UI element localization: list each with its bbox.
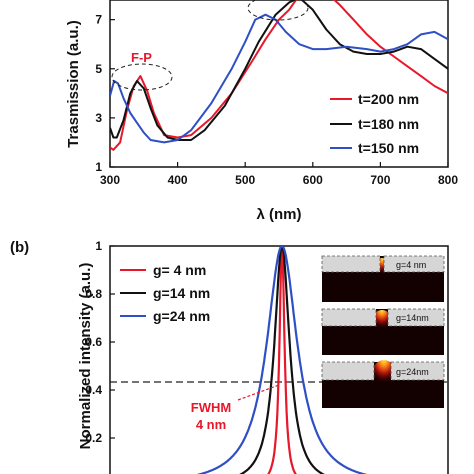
fp-region-ellipse — [111, 63, 173, 91]
panel-b-ytick-label: 0.4 — [85, 383, 102, 397]
panel-b-ytick-label: 0.6 — [85, 335, 102, 349]
panel-b-label: (b) — [10, 239, 29, 256]
panel-b-legend: g= 4 nm g=14 nm g=24 nm — [120, 262, 210, 324]
panel-a-ytick-label: 1 — [95, 160, 102, 174]
legend-label-g14: g=14 nm — [153, 285, 210, 301]
panel-a-ticks: 300 400 500 600 700 800 1 3 5 7 — [95, 13, 458, 187]
legend-label-t150: t=150 nm — [358, 140, 419, 156]
inset-label-g24: g=24nm — [396, 367, 429, 377]
peak-region-ellipse — [247, 0, 309, 21]
fwhm-label: FWHM — [191, 400, 231, 415]
panel-a-xtick-label: 700 — [370, 173, 390, 187]
panel-a-ytick-label: 3 — [95, 111, 102, 125]
panel-a-xtick-label: 400 — [168, 173, 188, 187]
panel-a-plot-frame — [109, 0, 449, 168]
series-t200-line — [110, 0, 448, 151]
panel-b-ytick-label: 1 — [95, 239, 102, 253]
panel-a-series — [110, 0, 448, 151]
panel-a: 300 400 500 600 700 800 1 3 5 7 F-P t=200 nm t=18… — [65, 0, 458, 223]
panel-a-xtick-label: 500 — [235, 173, 255, 187]
fwhm-value: 4 nm — [196, 417, 226, 432]
legend-label-t180: t=180 nm — [358, 116, 419, 132]
legend-label-t200: t=200 nm — [358, 91, 419, 107]
panel-b-plot-frame — [109, 245, 449, 474]
inset-g14: g=14nm — [321, 308, 445, 355]
panel-a-xlabel: λ (nm) — [257, 206, 302, 223]
panel-a-xtick-label: 300 — [100, 173, 120, 187]
panel-a-ytick-label: 7 — [95, 13, 102, 27]
inset-g4: g=4 nm — [321, 255, 445, 302]
inset-label-g4: g=4 nm — [396, 260, 426, 270]
inset-g24: g=24nm — [321, 360, 445, 408]
panel-b-ylabel: Normalized intensity (a.u.) — [77, 263, 94, 450]
panel-a-xtick-label: 800 — [438, 173, 458, 187]
panel-b: (b) 0.2 0.4 0.6 0.8 1 FWHM 4 nm g= 4 nm g=14… — [10, 239, 449, 474]
panel-b-ytick-label: 0.2 — [85, 431, 102, 445]
panel-a-ytick-label: 5 — [95, 62, 102, 76]
fp-label: F-P — [131, 50, 152, 65]
panel-b-ytick-label: 0.8 — [85, 287, 102, 301]
panel-a-legend: t=200 nm t=180 nm t=150 nm — [330, 91, 419, 156]
panel-b-ticks: 0.2 0.4 0.6 0.8 1 — [85, 239, 115, 445]
legend-label-g24: g=24 nm — [153, 308, 210, 324]
series-t180-line — [110, 0, 448, 141]
legend-label-g4: g= 4 nm — [153, 262, 206, 278]
panel-a-ylabel: Trasmission (a.u.) — [65, 20, 82, 148]
series-t150-line — [110, 13, 448, 144]
inset-label-g14: g=14nm — [396, 313, 429, 323]
fwhm-arrow — [237, 384, 280, 401]
panel-a-xtick-label: 600 — [303, 173, 323, 187]
